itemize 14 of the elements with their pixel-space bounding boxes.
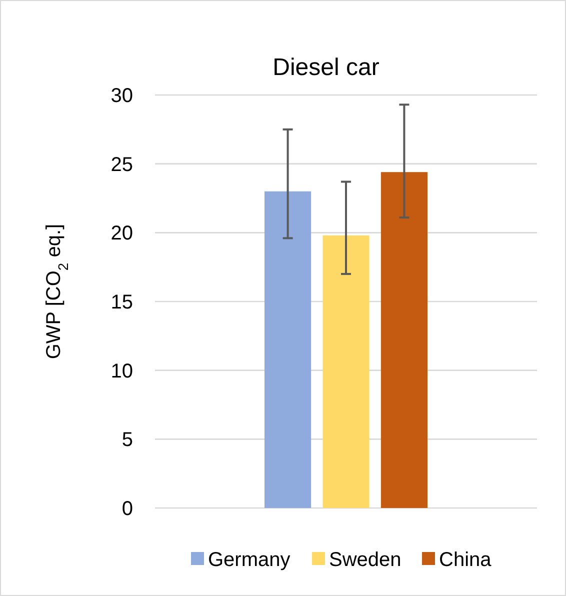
bar (322, 235, 370, 508)
bar (264, 191, 312, 508)
y-tick-label: 30 (110, 85, 133, 107)
legend-label: Sweden (329, 549, 402, 571)
chart-title: Diesel car (272, 54, 380, 81)
y-tick-label: 25 (110, 154, 133, 176)
y-tick-label: 15 (110, 292, 133, 314)
y-tick-label: 0 (122, 498, 133, 520)
legend-label: China (439, 549, 492, 571)
y-tick-label: 5 (122, 429, 133, 452)
bar (380, 172, 428, 508)
y-tick-label: 10 (110, 360, 133, 382)
legend-label: Germany (208, 549, 290, 571)
y-tick-label: 20 (110, 222, 133, 245)
